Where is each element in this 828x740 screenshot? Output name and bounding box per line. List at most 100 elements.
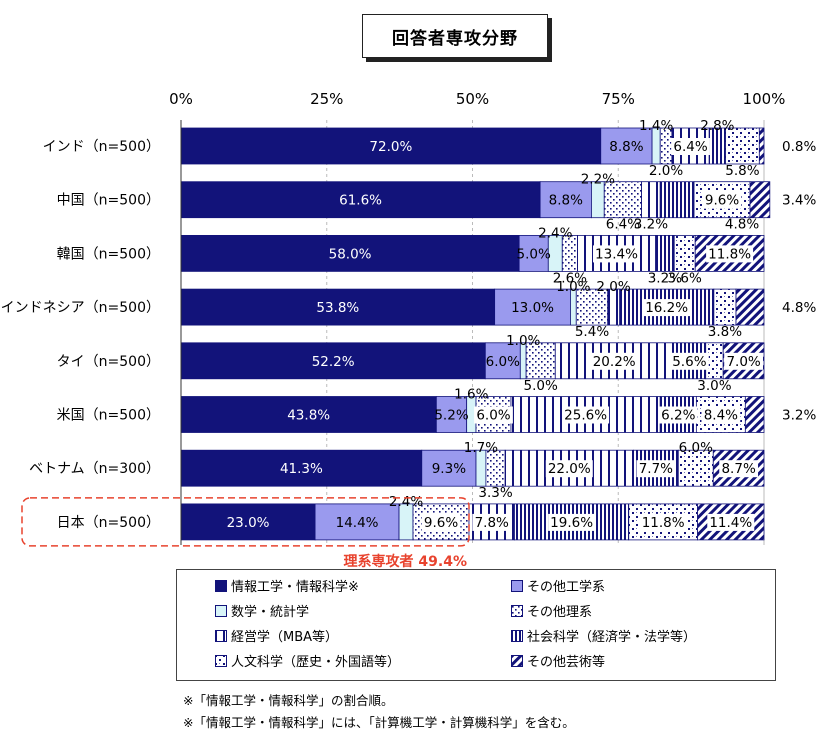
bar-segment	[180, 342, 486, 380]
legend-swatch-fill	[215, 629, 227, 642]
data-label: 9.6%	[705, 193, 739, 209]
category-label: タイ（n=500）	[57, 354, 160, 370]
data-label-bg	[474, 406, 513, 424]
legend-swatch-fill	[215, 579, 227, 592]
data-label: 2.4%	[538, 225, 572, 241]
data-label: 20.2%	[593, 354, 636, 370]
legend-item: 社会科学（経済学・法学等）	[511, 626, 696, 645]
legend-label: 人文科学（歴史・外国語等）	[231, 655, 401, 670]
bar-segment	[539, 181, 592, 219]
bar-segment	[655, 234, 675, 272]
data-label: 2.2%	[581, 172, 615, 188]
legend-swatch-fill	[511, 579, 523, 592]
legend-swatch-fill	[511, 629, 523, 642]
bar-segment	[713, 288, 737, 326]
legend-swatch	[215, 579, 227, 592]
data-label: 13.0%	[511, 300, 554, 316]
data-label: 43.8%	[287, 408, 330, 424]
data-label: 2.8%	[700, 118, 734, 134]
footnote-2: ※「情報工学・情報科学」には、「計算機工学・計算機科学」を含む。	[183, 715, 575, 730]
data-label: 5.0%	[517, 246, 551, 262]
legend-item: 情報工学・情報科学※	[215, 576, 359, 595]
legend-swatch	[215, 654, 227, 667]
legend-label: 情報工学・情報科学※	[231, 580, 359, 595]
data-label: 6.0%	[679, 440, 713, 456]
data-label-bg	[669, 352, 709, 370]
data-label: 16.2%	[645, 300, 688, 316]
legend-swatch	[511, 654, 523, 667]
data-label: 61.6%	[339, 193, 382, 209]
bar-segment	[180, 503, 316, 541]
data-label: 23.0%	[227, 515, 270, 531]
axes: 0% 25% 50% 75% 100% インド（n=500） 中国（n=500） 韓国（n=5…	[1, 90, 786, 545]
bar-segment	[758, 127, 765, 165]
data-label: 14.4%	[336, 515, 379, 531]
legend-item: その他理系	[511, 601, 592, 620]
annotation: 理系専攻者 49.4%	[21, 497, 470, 570]
bar-segment	[641, 181, 661, 219]
data-label: 72.0%	[369, 139, 412, 155]
data-label: 7.8%	[475, 515, 509, 531]
data-label: 1.0%	[506, 333, 540, 349]
bar-segment	[659, 181, 695, 219]
data-label-bg	[643, 299, 691, 317]
data-label-bg	[545, 460, 593, 478]
bar-segment	[518, 234, 549, 272]
data-label-bg	[701, 406, 741, 424]
bar-segment	[180, 181, 541, 219]
data-label: 9.6%	[424, 515, 458, 531]
data-label-bg	[706, 245, 754, 263]
data-label-bg	[421, 513, 461, 531]
data-label-bg	[639, 513, 687, 531]
legend: 情報工学・情報科学※ その他工学系 数学・統計学 その他理系 経営学（MBA等） 社会科学…	[176, 569, 776, 681]
data-label: 1.0%	[556, 279, 590, 295]
category-label: インドネシア（n=500）	[1, 300, 160, 316]
bar-segment	[735, 288, 765, 326]
data-label-bg	[472, 513, 512, 531]
x-tick-label: 75%	[602, 90, 635, 108]
data-label: 5.8%	[725, 163, 759, 179]
data-label: 3.8%	[708, 324, 742, 340]
data-label-bg	[636, 460, 676, 478]
legend-swatch-fill	[215, 654, 227, 667]
category-label: インド（n=500）	[43, 139, 160, 155]
bar-segment	[435, 396, 468, 433]
legend-item: 経営学（MBA等）	[215, 626, 338, 645]
data-label: 1.6%	[454, 387, 488, 403]
bar-segment	[494, 288, 571, 326]
data-label: 6.2%	[661, 408, 695, 424]
data-label-bg	[719, 460, 759, 478]
x-tick-label: 100%	[743, 90, 786, 108]
data-label: 58.0%	[329, 246, 372, 262]
x-tick-label: 25%	[310, 90, 343, 108]
data-label: 8.7%	[721, 461, 755, 477]
data-label: 3.4%	[782, 193, 816, 209]
legend-swatch	[511, 629, 523, 642]
data-label: 5.2%	[434, 408, 468, 424]
data-label: 8.8%	[609, 139, 643, 155]
data-label: 1.4%	[639, 118, 673, 134]
bar-segment	[744, 396, 765, 433]
data-label: 3.2%	[782, 408, 816, 424]
data-label: 2.4%	[389, 494, 423, 510]
legend-swatch-fill	[511, 654, 523, 667]
category-label: 日本（n=500）	[57, 515, 160, 531]
data-label-bg	[707, 513, 755, 531]
data-label: 5.6%	[672, 354, 706, 370]
data-label-bg	[671, 138, 710, 155]
chart-title: 回答者専攻分野	[362, 14, 548, 58]
data-label: 6.0%	[486, 354, 520, 370]
category-label: ベトナム（n=300）	[29, 461, 160, 477]
data-label: 2.0%	[649, 163, 683, 179]
data-label-bg	[702, 191, 742, 209]
bar-segment	[180, 449, 423, 487]
data-label: 5.4%	[575, 324, 609, 340]
bar-segment	[180, 288, 496, 326]
data-label: 3.0%	[697, 378, 731, 394]
stacked-bar-chart: 72.0% 8.8% 1.4% 2.0% 6.4% 2.8% 5.8% 0.8% 61.6% 8.…	[1, 90, 817, 570]
data-label: 4.8%	[725, 217, 759, 233]
data-label: 9.3%	[432, 461, 466, 477]
data-label: 13.4%	[595, 246, 638, 262]
data-label: 6.0%	[476, 408, 510, 424]
data-label: 41.3%	[280, 461, 323, 477]
